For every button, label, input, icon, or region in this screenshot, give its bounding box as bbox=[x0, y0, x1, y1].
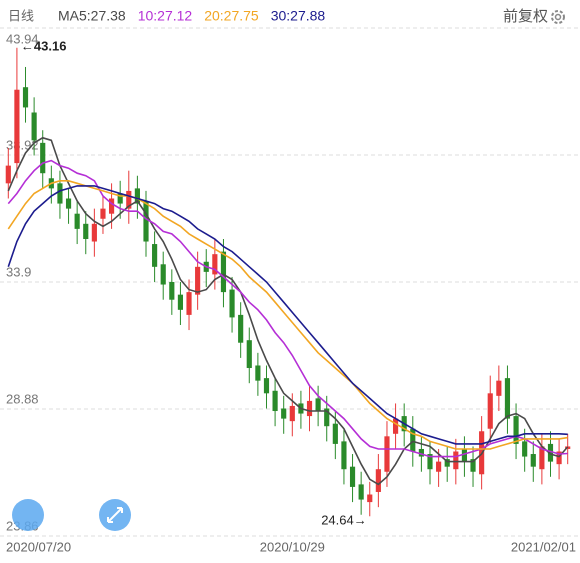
period-label: 日线 bbox=[8, 8, 34, 23]
candle-body bbox=[31, 112, 37, 141]
candle-body bbox=[186, 292, 192, 315]
adjust-button[interactable]: 前复权 bbox=[503, 7, 548, 25]
candle-body bbox=[341, 441, 347, 470]
y-tick-label: 38.92 bbox=[6, 137, 39, 152]
candle-body bbox=[289, 405, 295, 422]
candle-body bbox=[14, 89, 20, 164]
candle-body bbox=[83, 223, 89, 239]
y-tick-label: 33.9 bbox=[6, 264, 31, 279]
left-button[interactable] bbox=[12, 499, 44, 531]
candle-body bbox=[513, 416, 519, 444]
ma-line bbox=[7, 136, 569, 486]
candle-body bbox=[117, 193, 123, 204]
legend-entry: 10:27.12 bbox=[138, 8, 193, 24]
candle-body bbox=[65, 198, 72, 209]
expand-icon bbox=[107, 507, 123, 523]
legend-entry: 30:27.88 bbox=[271, 8, 326, 24]
ma-line bbox=[7, 180, 568, 450]
legend-entry: 20:27.75 bbox=[204, 8, 259, 24]
candle-body bbox=[444, 459, 450, 467]
candle-body bbox=[470, 459, 476, 472]
candle-body bbox=[143, 201, 149, 242]
candle-body bbox=[496, 380, 502, 396]
ma-line bbox=[7, 185, 568, 445]
candle-body bbox=[5, 165, 11, 184]
candle-body bbox=[436, 461, 442, 472]
y-tick-label: 28.88 bbox=[6, 391, 39, 406]
candle-body bbox=[453, 451, 459, 470]
candle-body bbox=[91, 223, 97, 242]
candle-body bbox=[324, 408, 330, 427]
candle-body bbox=[418, 448, 424, 457]
y-tick-label: 43.94 bbox=[6, 31, 39, 46]
candle-body bbox=[332, 423, 338, 444]
candle-body bbox=[487, 393, 493, 429]
candle-body bbox=[358, 484, 364, 500]
annotation: ←43.16 bbox=[21, 38, 67, 53]
candle-body bbox=[177, 294, 184, 310]
candle-body bbox=[504, 378, 511, 419]
candle-body bbox=[547, 443, 554, 462]
candle-body bbox=[272, 390, 278, 412]
candle-body bbox=[530, 454, 536, 467]
candle-body bbox=[427, 454, 433, 470]
candle-body bbox=[384, 436, 390, 472]
candle-body bbox=[40, 142, 46, 174]
x-tick-label: 2020/10/29 bbox=[260, 539, 325, 554]
candle-body bbox=[195, 266, 201, 295]
candle-body bbox=[556, 451, 562, 465]
candle-body bbox=[539, 446, 545, 470]
candle-body bbox=[212, 254, 218, 275]
candle-body bbox=[152, 244, 158, 267]
candle-body bbox=[160, 264, 166, 285]
candle-body bbox=[367, 494, 373, 503]
plot-area: 23.8628.8833.938.9243.942020/07/202020/1… bbox=[0, 27, 580, 554]
candle-body bbox=[281, 408, 287, 419]
candle-body bbox=[315, 398, 321, 412]
ma-line bbox=[7, 159, 568, 458]
candle-body bbox=[263, 378, 270, 394]
candle-body bbox=[100, 208, 106, 219]
candle-body bbox=[410, 428, 416, 452]
candle-body bbox=[246, 340, 252, 369]
candle-body bbox=[134, 188, 140, 204]
candle-body bbox=[22, 87, 29, 108]
candle-body bbox=[392, 418, 399, 434]
settings-icon[interactable] bbox=[551, 10, 565, 24]
x-tick-label: 2020/07/20 bbox=[6, 539, 71, 554]
candle-body bbox=[220, 251, 227, 293]
annotation: 24.64→ bbox=[321, 512, 367, 527]
candle-body bbox=[522, 441, 528, 457]
candle-body bbox=[169, 282, 175, 300]
candle-body bbox=[255, 365, 261, 381]
candle-body bbox=[306, 400, 313, 417]
candle-body bbox=[238, 314, 244, 343]
candle-body bbox=[108, 198, 115, 214]
candle-body bbox=[229, 289, 235, 318]
candle-body bbox=[375, 469, 381, 492]
x-tick-label: 2021/02/01 bbox=[511, 539, 576, 554]
candle-body bbox=[126, 190, 132, 209]
candle-body bbox=[349, 466, 356, 487]
legend-entry: MA5:27.38 bbox=[58, 8, 126, 24]
candle-body bbox=[57, 183, 63, 204]
candle-body bbox=[461, 448, 468, 462]
candle-body bbox=[74, 213, 80, 229]
